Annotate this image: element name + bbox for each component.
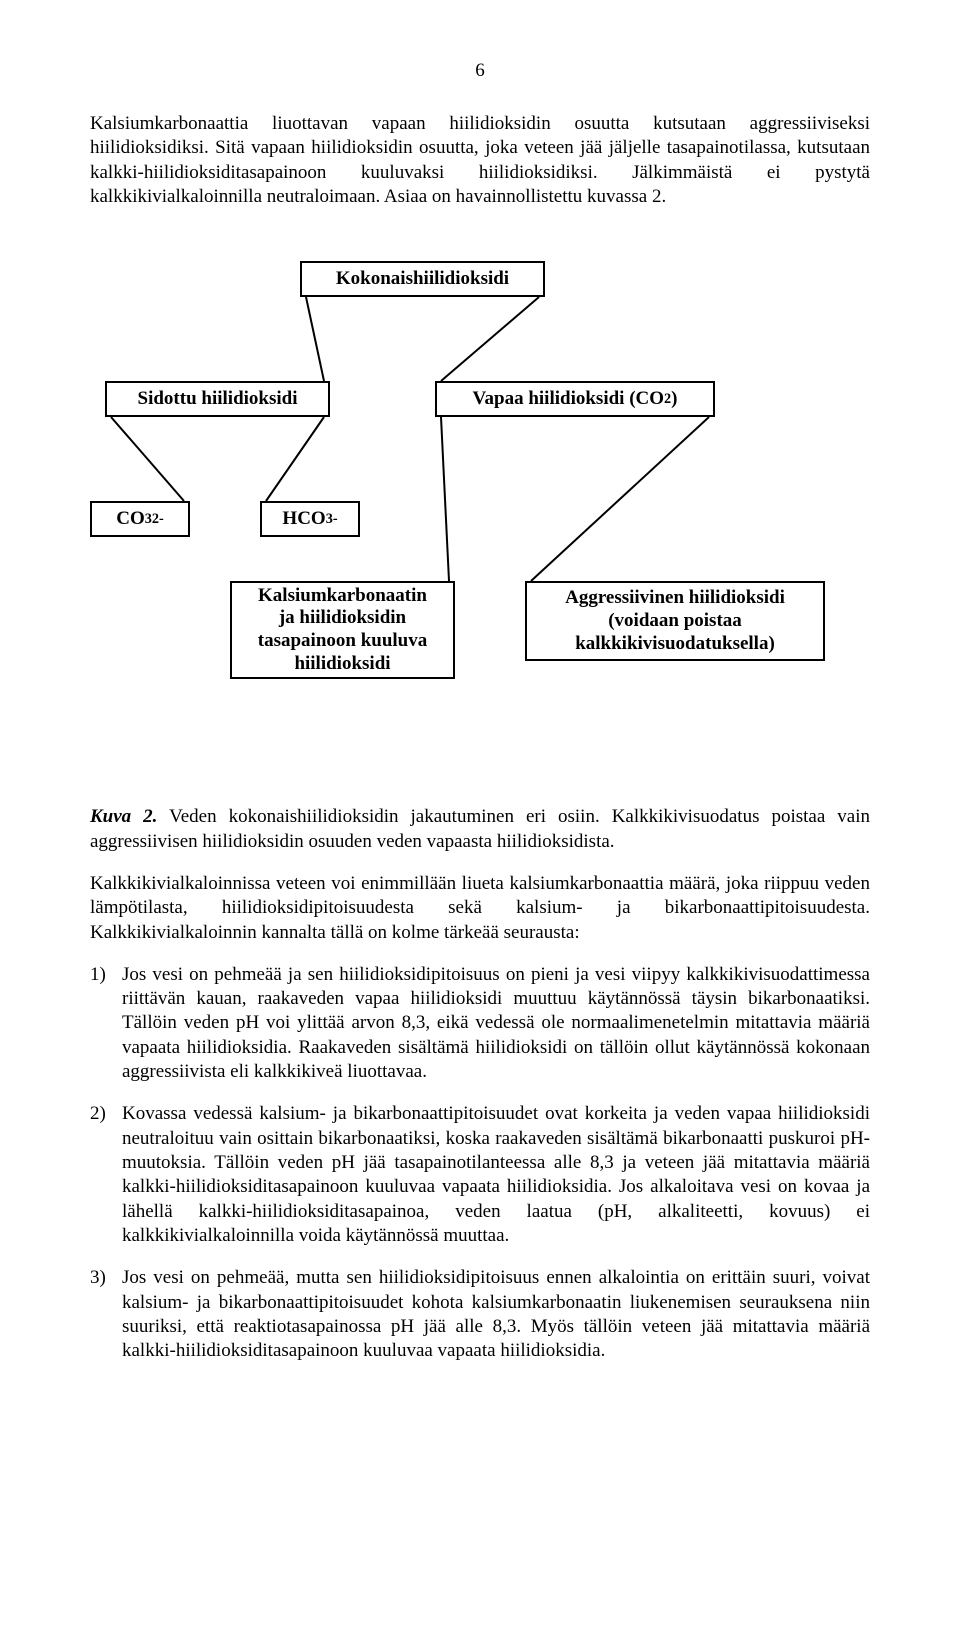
diagram-node-hco3: HCO3- [260,501,360,537]
list-item: 2) Kovassa vedessä kalsium- ja bikarbonaa… [90,1102,870,1248]
diagram-node-left: Sidottu hiilidioksidi [105,381,330,417]
page-number: 6 [90,60,870,82]
list-item: 3) Jos vesi on pehmeää, mutta sen hiilidi… [90,1266,870,1363]
list-marker: 3) [90,1266,106,1290]
list-item-text: Kovassa vedessä kalsium- ja bikarbonaatt… [122,1103,870,1246]
numbered-list: 1) Jos vesi on pehmeää ja sen hiilidioksi… [90,963,870,1364]
diagram-node-aggr: Aggressiivinen hiilidioksidi(voidaan poi… [525,581,825,661]
list-marker: 2) [90,1102,106,1126]
list-marker: 1) [90,963,106,987]
diagram-node-root: Kokonaishiilidioksidi [300,261,545,297]
page: 6 Kalsiumkarbonaattia liuottavan vapaan … [0,0,960,1452]
diagram-node-eq: Kalsiumkarbonaatinja hiilidioksidintasap… [230,581,455,679]
diagram-node-right: Vapaa hiilidioksidi (CO2) [435,381,715,417]
list-item-text: Jos vesi on pehmeää ja sen hiilidioksidi… [122,964,870,1082]
caption-text: Veden kokonaishiilidioksidin jakautumine… [90,806,870,851]
figure-caption: Kuva 2. Veden kokonaishiilidioksidin jak… [90,805,870,854]
diagram: Kokonaishiilidioksidi Sidottu hiilidioksi… [90,261,870,771]
intro-paragraph: Kalsiumkarbonaattia liuottavan vapaan hi… [90,112,870,209]
body-paragraph: Kalkkikivialkaloinnissa veteen voi enimm… [90,872,870,945]
list-item-text: Jos vesi on pehmeää, mutta sen hiilidiok… [122,1267,870,1361]
diagram-node-co3: CO32- [90,501,190,537]
caption-label: Kuva 2. [90,806,157,827]
list-item: 1) Jos vesi on pehmeää ja sen hiilidioksi… [90,963,870,1085]
